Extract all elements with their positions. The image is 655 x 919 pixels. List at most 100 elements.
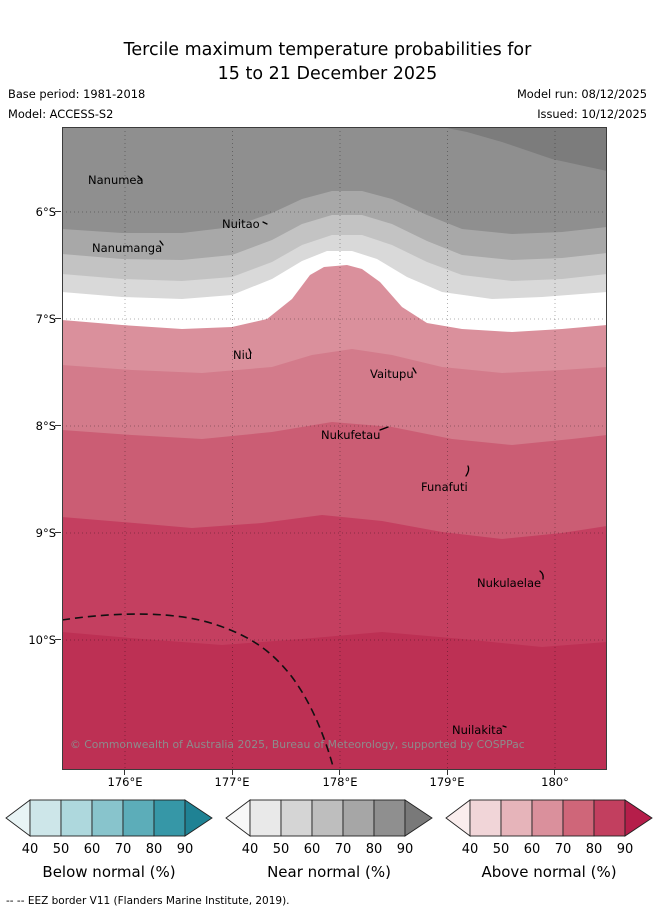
legend-tick-label: 60 xyxy=(523,842,541,857)
island-mark-nanumanga xyxy=(159,240,164,246)
island-mark-niu xyxy=(248,348,252,354)
island-mark-nukulaelae xyxy=(539,570,544,580)
legend-ticks-near: 40 50 60 70 80 90 xyxy=(223,842,435,860)
legend-below-normal: 40 50 60 70 80 90 Below normal (%) xyxy=(3,798,215,881)
map-band-near-90 xyxy=(442,127,607,171)
legend-segment xyxy=(531,799,564,837)
island-label-nukulaelae: Nukulaelae xyxy=(477,576,542,590)
legend-above-normal: 40 50 60 70 80 90 Above normal (%) xyxy=(443,798,655,881)
legend-tick-label: 50 xyxy=(52,842,70,857)
probability-map-svg xyxy=(62,127,607,770)
island-label-niu: Niu xyxy=(233,348,253,362)
legend-segment xyxy=(225,799,251,837)
legend-segment xyxy=(5,799,31,837)
map-band-near-80 xyxy=(62,127,607,234)
lat-tick-mark xyxy=(55,211,61,212)
eez-border-note: -- -- EEZ border V11 (Flanders Marine In… xyxy=(6,895,290,907)
legend-tick-label: 80 xyxy=(145,842,163,857)
island-label-nuilakita: Nuilakita xyxy=(452,723,503,737)
lon-tick-mark xyxy=(447,770,448,775)
model-run-label: Model run: 08/12/2025 xyxy=(516,87,647,101)
legend-segment xyxy=(311,799,344,837)
island-mark-vaitupu xyxy=(412,367,417,374)
island-mark-nuilakita xyxy=(502,725,507,728)
lat-tick-label-7s: 7°S xyxy=(35,312,56,326)
eez-border-line xyxy=(62,613,335,770)
lon-tick-mark xyxy=(339,770,340,775)
legend-segment xyxy=(593,799,626,837)
island-marks xyxy=(137,175,544,728)
legend-segment xyxy=(562,799,595,837)
legend-bar-above-normal xyxy=(445,799,653,837)
legend-tick-label: 50 xyxy=(492,842,510,857)
legend-segment xyxy=(153,799,186,837)
island-label-nanumea: Nanumea xyxy=(88,173,144,187)
island-label-vaitupu: Vaitupu xyxy=(370,367,414,381)
copyright-text: © Commonwealth of Australia 2025, Bureau… xyxy=(70,738,525,751)
model-label: Model: ACCESS-S2 xyxy=(8,107,114,121)
legend-tick-label: 70 xyxy=(554,842,572,857)
legend-tick-label: 50 xyxy=(272,842,290,857)
meta-right: Model run: 08/12/2025 Issued: 10/12/2025 xyxy=(517,84,647,124)
lat-tick-mark xyxy=(55,639,61,640)
lat-tick-label-8s: 8°S xyxy=(35,419,56,433)
legend-tick-label: 40 xyxy=(241,842,259,857)
lon-tick-label-177e: 177°E xyxy=(214,775,250,789)
lon-tick-label-180: 180° xyxy=(541,775,569,789)
legend-bar-near-normal xyxy=(225,799,433,837)
lat-tick-label-9s: 9°S xyxy=(35,526,56,540)
legend-tick-label: 70 xyxy=(334,842,352,857)
island-label-nuitao: Nuitao xyxy=(222,217,260,231)
map-area: Nanumea Nuitao Nanumanga Niu Vaitupu Nuk… xyxy=(62,127,607,770)
legend-tick-label: 90 xyxy=(616,842,634,857)
legend-segment xyxy=(249,799,282,837)
lat-tick-mark xyxy=(55,318,61,319)
lat-tick-mark xyxy=(55,425,61,426)
map-frame-border xyxy=(62,127,607,770)
legend-segment xyxy=(469,799,502,837)
legend-segment xyxy=(624,799,653,837)
legend-title-below-normal: Below normal (%) xyxy=(42,863,176,881)
issued-label: Issued: 10/12/2025 xyxy=(537,107,647,121)
legend-tick-label: 90 xyxy=(396,842,414,857)
legend-tick-label: 40 xyxy=(21,842,39,857)
lon-tick-mark xyxy=(554,770,555,775)
legend-segment xyxy=(122,799,155,837)
legend-segment xyxy=(342,799,375,837)
legend-tick-label: 70 xyxy=(114,842,132,857)
legend-segment xyxy=(404,799,433,837)
legend-segment xyxy=(445,799,471,837)
island-mark-nuitao xyxy=(262,221,268,225)
lon-tick-label-178e: 178°E xyxy=(322,775,358,789)
legend-title-near-normal: Near normal (%) xyxy=(267,863,391,881)
legend-ticks-above: 40 50 60 70 80 90 xyxy=(443,842,655,860)
legend-tick-label: 40 xyxy=(461,842,479,857)
legend-segment xyxy=(373,799,406,837)
lat-tick-mark xyxy=(55,532,61,533)
island-label-nanumanga: Nanumanga xyxy=(92,241,163,255)
legend-segment xyxy=(280,799,313,837)
island-mark-funafuti xyxy=(465,465,470,477)
title-line-2: 15 to 21 December 2025 xyxy=(217,64,438,84)
title-line-1: Tercile maximum temperature probabilitie… xyxy=(123,40,532,60)
legend-ticks-below: 40 50 60 70 80 90 xyxy=(3,842,215,860)
legend-tick-label: 80 xyxy=(365,842,383,857)
graticule-lines xyxy=(62,127,607,770)
legend-tick-label: 90 xyxy=(176,842,194,857)
legend-segment xyxy=(91,799,124,837)
island-mark-nukufetau xyxy=(379,426,389,431)
legend-tick-label: 60 xyxy=(303,842,321,857)
legend-tick-label: 60 xyxy=(83,842,101,857)
legend-bar-below-normal xyxy=(5,799,213,837)
island-mark-nanumea xyxy=(137,175,143,182)
lon-tick-mark xyxy=(232,770,233,775)
legend-tick-label: 80 xyxy=(585,842,603,857)
legend-title-above-normal: Above normal (%) xyxy=(481,863,617,881)
page-title: Tercile maximum temperature probabilitie… xyxy=(0,38,655,86)
legend-segment xyxy=(184,799,213,837)
lat-tick-label-10s: 10°S xyxy=(28,633,56,647)
lat-tick-label-6s: 6°S xyxy=(35,205,56,219)
legend-segment xyxy=(500,799,533,837)
base-period-label: Base period: 1981-2018 xyxy=(8,87,146,101)
